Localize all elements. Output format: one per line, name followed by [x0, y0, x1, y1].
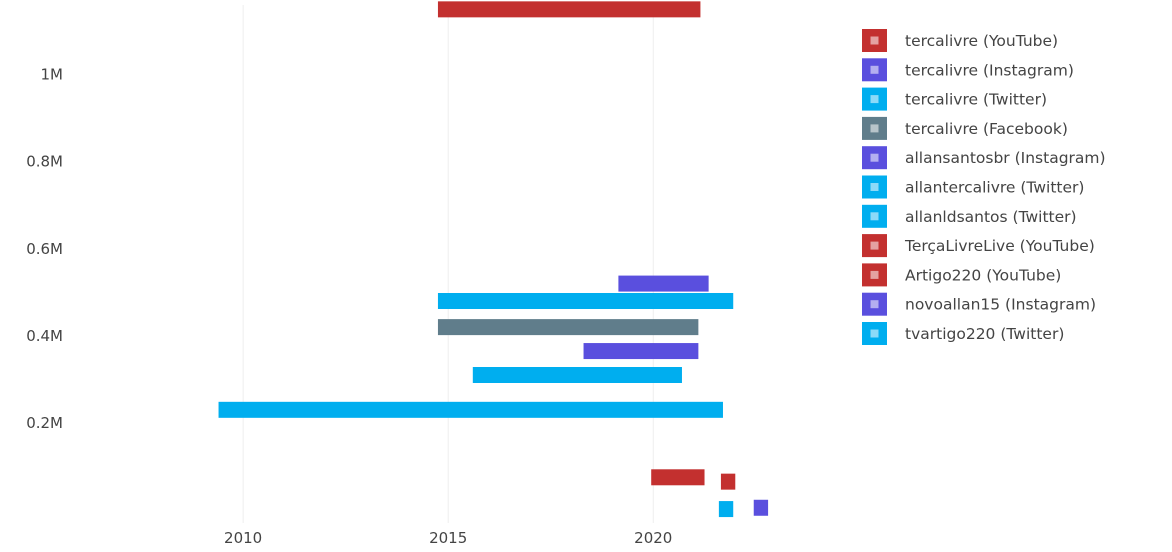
legend-swatch-marker: [870, 183, 879, 191]
legend-swatch-marker: [870, 124, 879, 133]
legend-swatch-marker: [870, 36, 879, 45]
bar-tercalivre-twitter[interactable]: [437, 293, 734, 309]
legend-label: novoallan15 (Instagram): [905, 296, 1096, 314]
legend-swatch-marker: [870, 212, 879, 221]
y-axis: 0.2M 0.4M 0.6M 0.8M 1M: [26, 66, 63, 432]
legend-item[interactable]: TerçaLivreLive (YouTube): [862, 234, 1095, 258]
legend-swatch-marker: [870, 95, 879, 104]
y-tick-label: 1M: [41, 66, 64, 84]
bar-tercalivre-facebook[interactable]: [437, 319, 699, 336]
legend-swatch-marker: [870, 241, 879, 250]
legend-swatch-marker: [870, 270, 879, 279]
legend-swatch-marker: [870, 65, 879, 74]
legend-label: tercalivre (Twitter): [905, 91, 1047, 109]
x-tick-label: 2020: [634, 529, 672, 547]
legend-item[interactable]: tercalivre (YouTube): [862, 29, 1058, 52]
legend-item[interactable]: allantercalivre (Twitter): [862, 175, 1084, 199]
legend-item[interactable]: Artigo220 (YouTube): [862, 263, 1061, 287]
bar-allanldsantos-twitter[interactable]: [218, 401, 723, 418]
legend-swatch-marker: [870, 300, 879, 309]
legend-label: allansantosbr (Instagram): [905, 149, 1106, 167]
x-axis: 2010 2015 2020: [224, 529, 672, 547]
legend-label: tercalivre (Instagram): [905, 61, 1074, 79]
legend-item[interactable]: novoallan15 (Instagram): [862, 292, 1096, 316]
bar-tercalivre-instagram[interactable]: [618, 275, 709, 292]
legend-item[interactable]: tercalivre (Instagram): [862, 58, 1074, 82]
x-tick-label: 2015: [429, 529, 467, 547]
legend-label: tvartigo220 (Twitter): [905, 325, 1064, 343]
legend-item[interactable]: tercalivre (Facebook): [862, 116, 1068, 140]
legend-swatch-marker: [870, 153, 879, 162]
legend-item[interactable]: allansantosbr (Instagram): [862, 146, 1106, 170]
bar-tvartigo220-twitter[interactable]: [718, 501, 734, 518]
y-tick-label: 0.4M: [26, 327, 63, 345]
legend-label: tercalivre (Facebook): [905, 120, 1068, 138]
legend-item[interactable]: allanldsantos (Twitter): [862, 204, 1077, 228]
legend-label: TerçaLivreLive (YouTube): [904, 237, 1095, 255]
bar-allantercalivre-twitter[interactable]: [472, 367, 682, 383]
grid-layer: [242, 5, 654, 523]
legend-label: Artigo220 (YouTube): [905, 266, 1061, 284]
bars-layer: [218, 1, 769, 518]
legend-swatch-marker: [870, 329, 879, 338]
y-tick-label: 0.8M: [26, 153, 63, 171]
bar-ter-alivrelive-youtube[interactable]: [651, 469, 705, 486]
legend-label: allanldsantos (Twitter): [905, 208, 1077, 226]
legend-item[interactable]: tercalivre (Twitter): [862, 87, 1047, 111]
legend: tercalivre (YouTube) tercalivre (Instagra…: [862, 29, 1106, 345]
legend-label: tercalivre (YouTube): [905, 32, 1058, 50]
bar-novoallan15-instagram[interactable]: [753, 499, 769, 516]
legend-label: allantercalivre (Twitter): [905, 179, 1084, 197]
bar-tercalivre-youtube[interactable]: [437, 1, 701, 18]
y-tick-label: 0.6M: [26, 240, 63, 258]
x-tick-label: 2010: [224, 529, 262, 547]
legend-item[interactable]: tvartigo220 (Twitter): [862, 322, 1064, 345]
bar-artigo220-youtube[interactable]: [720, 473, 736, 490]
y-tick-label: 0.2M: [26, 414, 63, 432]
bar-allansantosbr-instagram[interactable]: [583, 343, 699, 360]
